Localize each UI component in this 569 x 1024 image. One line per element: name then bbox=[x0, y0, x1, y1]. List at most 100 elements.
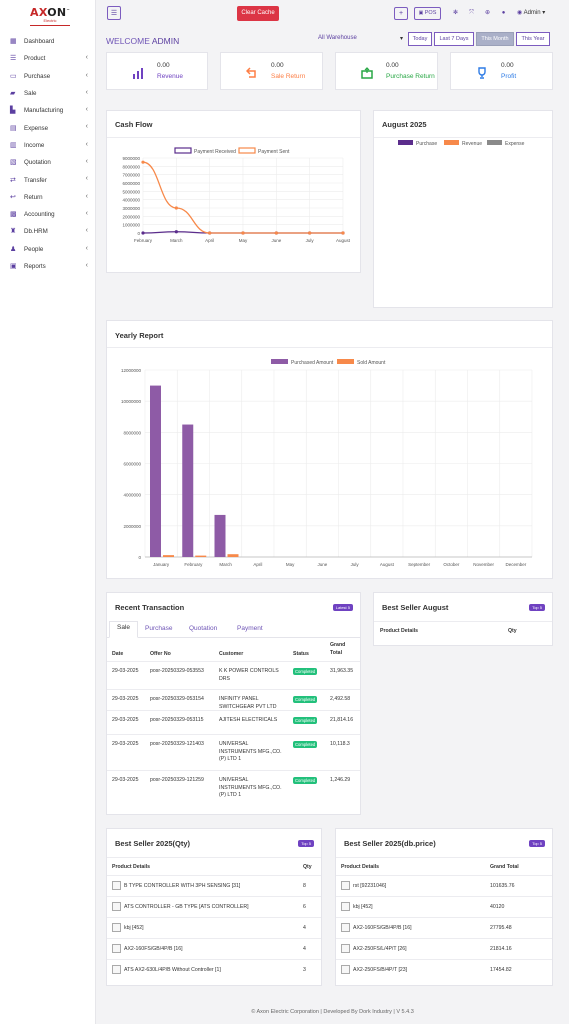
column-header: Grand Total bbox=[490, 864, 519, 870]
cell-value: 17454.82 bbox=[490, 967, 512, 973]
sidebar-item-people[interactable]: ♟ People ‹ bbox=[0, 241, 96, 258]
table-row[interactable]: AX2-250FS/B/4P/T [23] 17454.82 bbox=[336, 959, 552, 980]
cell-value: 40120 bbox=[490, 904, 505, 910]
table-row[interactable]: 29-03-2025 posr-20250329-053154 INFINITY P… bbox=[107, 689, 360, 710]
x-tick-label: August bbox=[380, 562, 395, 567]
x-tick-label: January bbox=[153, 562, 170, 567]
tab-sale[interactable]: Sale bbox=[109, 621, 139, 638]
table-row[interactable]: 29-03-2025 posr-20250329-121259 UNIVERSAL … bbox=[107, 770, 360, 800]
table-row[interactable]: AX2-160FS/GB/4P/B [16] 27795.48 bbox=[336, 917, 552, 938]
table-row[interactable]: ATS AX2-630L/4P/B Without Controller [1]… bbox=[107, 959, 321, 980]
product-name: rst [92231046] bbox=[353, 882, 387, 889]
best-seller-qty-card: Best Seller 2025(Qty) Top 5 Product Deta… bbox=[106, 828, 322, 986]
range-today-button[interactable]: Today bbox=[408, 32, 432, 46]
add-button[interactable]: + bbox=[394, 7, 408, 20]
sidebar-item-income[interactable]: ▥ Income ‹ bbox=[0, 137, 96, 154]
range-this-year-button[interactable]: This Year bbox=[516, 32, 550, 46]
column-header: Product Details bbox=[380, 628, 419, 634]
cell-customer: AJITESH ELECTRICALS bbox=[219, 717, 278, 723]
stat-value: 0.00 bbox=[157, 62, 170, 69]
table-row[interactable]: 29-03-2025 posr-20250329-053115 AJITESH EL… bbox=[107, 710, 360, 734]
sidebar-item-label: Quotation bbox=[24, 159, 51, 167]
sidebar-item-purchase[interactable]: ▭ Purchase ‹ bbox=[0, 68, 96, 85]
table-row[interactable]: kbj [452] 40120 bbox=[336, 896, 552, 917]
table-row[interactable]: B TYPE CONTROLLER WITH 3PH SENSING [31] 8 bbox=[107, 875, 321, 896]
x-tick-label: February bbox=[134, 238, 153, 243]
notification-icon[interactable]: ● bbox=[501, 10, 506, 16]
warehouse-select[interactable]: All Warehouse ▾ bbox=[318, 35, 403, 42]
table-row[interactable]: ATS CONTROLLER - GB TYPE [ATS CONTROLLER… bbox=[107, 896, 321, 917]
stat-card-revenue: 0.00 Revenue bbox=[106, 52, 208, 90]
clear-cache-button[interactable]: Clear Cache bbox=[237, 6, 279, 21]
pos-button[interactable]: ▣ POS bbox=[414, 7, 441, 20]
x-tick-label: August bbox=[336, 238, 351, 243]
return-icon: ↩ bbox=[10, 193, 16, 201]
card-title: Cash Flow bbox=[115, 120, 153, 129]
latest-badge: Latest 5 bbox=[332, 604, 353, 611]
range-last-7-days-button[interactable]: Last 7 Days bbox=[434, 32, 474, 46]
cell-offer: posr-20250329-121403 bbox=[150, 741, 204, 747]
top-badge: Top 5 bbox=[298, 840, 314, 847]
cell-product: AX2-250FS/L/4P/T [26] bbox=[341, 944, 407, 953]
logo[interactable]: AXON™ Electric bbox=[30, 6, 70, 26]
range-this-month-button[interactable]: This Month bbox=[476, 32, 514, 46]
stat-card-purchase-return: 0.00 Purchase Return bbox=[335, 52, 438, 90]
sidebar-item-manufacturing[interactable]: ▙ Manufacturing ‹ bbox=[0, 102, 96, 119]
recent-transaction-card: Recent Transaction Latest 5 Sale Purchase… bbox=[106, 592, 361, 815]
product-name: AX2-160FS/GB/4P/B [16] bbox=[124, 945, 183, 952]
product-image-icon bbox=[112, 923, 121, 932]
legend-swatch bbox=[398, 140, 413, 145]
table-row[interactable]: AX2-160FS/GB/4P/B [16] 4 bbox=[107, 938, 321, 959]
x-tick-label: October bbox=[443, 562, 460, 567]
cell-customer: UNIVERSAL INSTRUMENTS MFG.,CO.(P) LTD 1 bbox=[219, 777, 282, 799]
table-row[interactable]: rst [92231046] 101635.76 bbox=[336, 875, 552, 896]
tab-purchase[interactable]: Purchase bbox=[145, 625, 173, 632]
table-row[interactable]: 29-03-2025 posr-20250329-053553 K K POWER … bbox=[107, 661, 360, 689]
column-header: Offer No bbox=[150, 651, 171, 657]
menu-toggle-button[interactable]: ☰ bbox=[107, 6, 121, 20]
sidebar-item-product[interactable]: ☰ Product ‹ bbox=[0, 50, 96, 67]
chevron-left-icon: ‹ bbox=[85, 244, 88, 252]
product-icon: ☰ bbox=[10, 55, 17, 63]
sidebar-item-sale[interactable]: ▰ Sale ‹ bbox=[0, 85, 96, 102]
sidebar-item-dashboard[interactable]: ▦ Dashboard bbox=[0, 33, 96, 50]
sidebar-item-label: Manufacturing bbox=[24, 107, 64, 115]
tab-quotation[interactable]: Quotation bbox=[189, 625, 218, 632]
fullscreen-icon[interactable]: ⤧ bbox=[469, 10, 474, 16]
august-chart-legend: Purchase Revenue Expense bbox=[398, 140, 525, 147]
table-row[interactable]: 29-03-2025 posr-20250329-121403 UNIVERSAL … bbox=[107, 734, 360, 770]
x-tick-label: June bbox=[271, 238, 281, 243]
sidebar-item-dbhrm[interactable]: ♜ Db.HRM ‹ bbox=[0, 223, 96, 240]
cell-date: 29-03-2025 bbox=[112, 717, 139, 723]
settings-icon[interactable]: ✻ bbox=[452, 10, 459, 16]
admin-menu[interactable]: ◉ Admin ▾ bbox=[517, 10, 546, 16]
table-row[interactable]: AX2-250FS/L/4P/T [26] 21814.16 bbox=[336, 938, 552, 959]
sidebar-item-transfer[interactable]: ⇄ Transfer ‹ bbox=[0, 171, 96, 188]
sidebar-item-quotation[interactable]: ▧ Quotation ‹ bbox=[0, 154, 96, 171]
accounting-icon: ▩ bbox=[10, 211, 17, 219]
sidebar-nav: ▦ Dashboard ☰ Product ‹ ▭ Purchase ‹ ▰ Sale ‹ ▙ Manu… bbox=[0, 33, 96, 275]
sidebar-item-reports[interactable]: ▣ Reports ‹ bbox=[0, 258, 96, 275]
column-header: Date bbox=[112, 651, 124, 657]
date-range-buttons: Today Last 7 Days This Month This Year bbox=[406, 32, 550, 46]
sidebar-item-label: Transfer bbox=[24, 176, 47, 184]
chevron-left-icon: ‹ bbox=[85, 106, 88, 114]
y-tick-label: 6000000 bbox=[122, 181, 140, 186]
status-badge: Completed bbox=[293, 777, 318, 784]
chevron-left-icon: ‹ bbox=[85, 71, 88, 79]
transfer-icon: ⇄ bbox=[10, 176, 16, 184]
card-title: Best Seller August bbox=[382, 603, 449, 612]
sidebar-item-return[interactable]: ↩ Return ‹ bbox=[0, 189, 96, 206]
cell-value: 21814.16 bbox=[490, 946, 512, 952]
trophy-icon bbox=[476, 67, 488, 79]
chevron-left-icon: ‹ bbox=[85, 175, 88, 183]
bar bbox=[163, 555, 174, 557]
product-image-icon bbox=[112, 944, 121, 953]
table-row[interactable]: kbj [452] 4 bbox=[107, 917, 321, 938]
sidebar-item-accounting[interactable]: ▩ Accounting ‹ bbox=[0, 206, 96, 223]
language-icon[interactable]: ⊕ bbox=[484, 10, 491, 16]
tab-payment[interactable]: Payment bbox=[237, 625, 263, 632]
x-tick-label: April bbox=[205, 238, 214, 243]
x-tick-label: September bbox=[408, 562, 431, 567]
sidebar-item-expense[interactable]: ▤ Expense ‹ bbox=[0, 119, 96, 136]
